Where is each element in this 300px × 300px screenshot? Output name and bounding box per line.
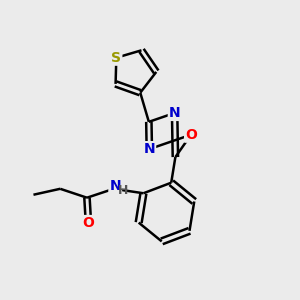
Text: O: O [82,216,94,230]
Text: S: S [111,51,121,65]
Text: O: O [185,128,197,142]
Text: N: N [143,142,155,156]
Text: N: N [169,106,180,120]
Text: H: H [118,184,129,197]
Text: N: N [110,179,121,193]
